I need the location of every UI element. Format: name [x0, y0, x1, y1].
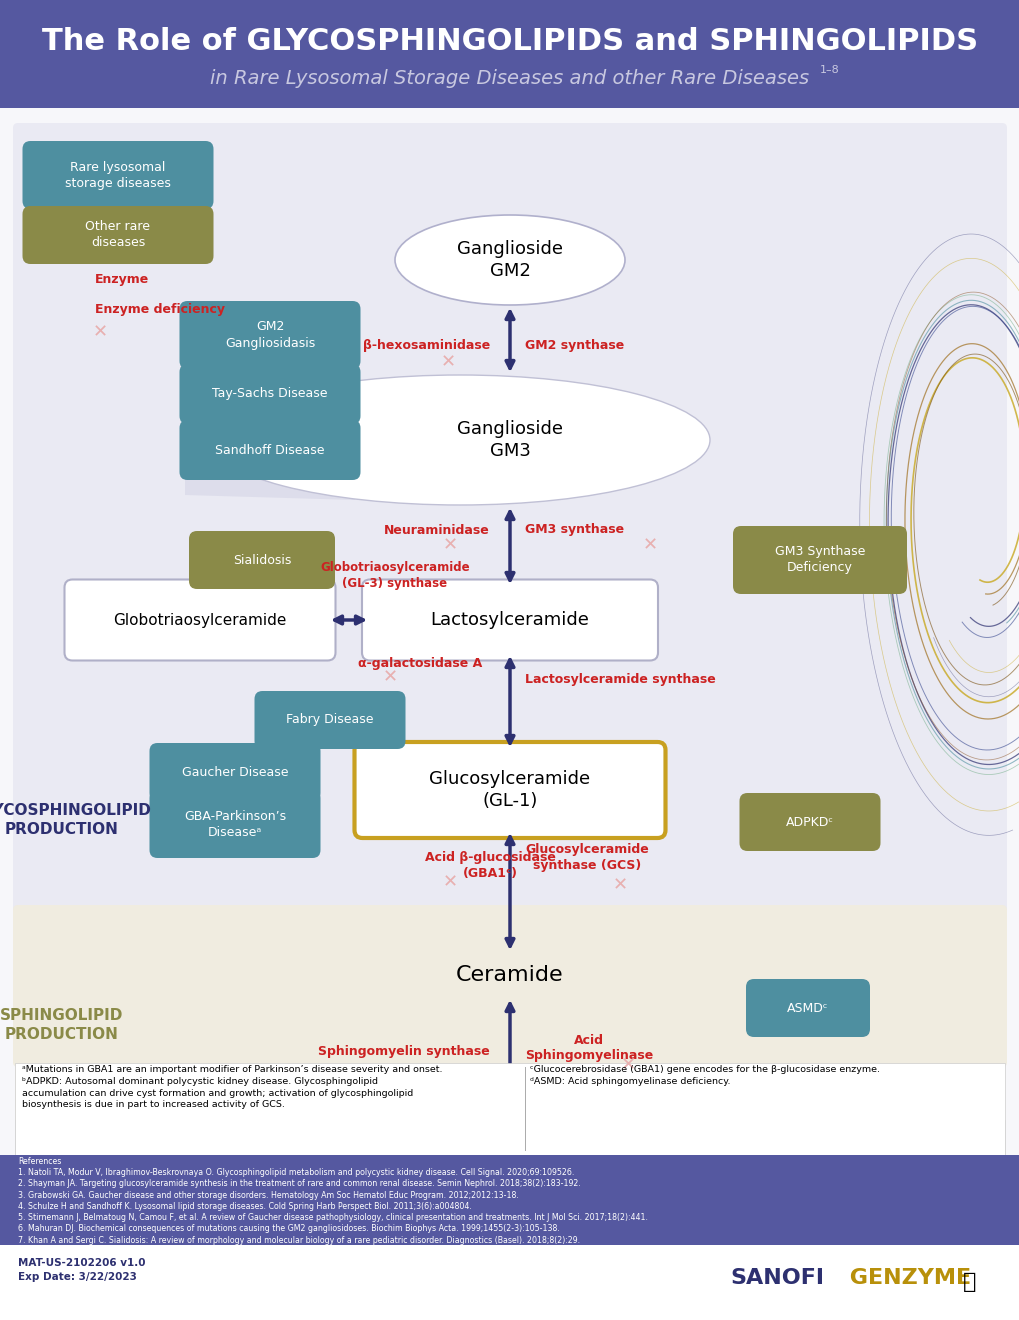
Text: 1–8: 1–8 [819, 65, 839, 75]
Text: SPHINGOLIPID
PRODUCTION: SPHINGOLIPID PRODUCTION [0, 1007, 123, 1043]
Polygon shape [184, 342, 355, 500]
FancyBboxPatch shape [22, 206, 213, 264]
FancyBboxPatch shape [362, 579, 657, 660]
Text: ᵃMutations in GBA1 are an important modifier of Parkinson’s disease severity and: ᵃMutations in GBA1 are an important modi… [22, 1127, 442, 1171]
Text: References
1. Natoli TA, Modur V, Ibraghimov-Beskrovnaya O. Glycosphingolipid me: References 1. Natoli TA, Modur V, Ibragh… [18, 1158, 647, 1255]
FancyBboxPatch shape [739, 793, 879, 851]
Bar [15, 1063, 1004, 1155]
Text: Sandhoff Disease: Sandhoff Disease [215, 444, 324, 457]
Text: GLYCOSPHINGOLIPID
PRODUCTION: GLYCOSPHINGOLIPID PRODUCTION [0, 803, 151, 837]
Text: Sialidosis: Sialidosis [232, 553, 290, 566]
FancyBboxPatch shape [150, 789, 320, 858]
Text: β-hexosaminidase: β-hexosaminidase [363, 338, 489, 351]
Text: Ceramide: Ceramide [455, 965, 564, 985]
Text: in Rare Lysosomal Storage Diseases and other Rare Diseases: in Rare Lysosomal Storage Diseases and o… [210, 69, 809, 87]
Text: GBA-Parkinson’s
Diseaseᵃ: GBA-Parkinson’s Diseaseᵃ [183, 809, 285, 838]
FancyBboxPatch shape [179, 364, 360, 424]
Text: Glucosylceramide
(GL-1): Glucosylceramide (GL-1) [429, 770, 590, 810]
Text: Acid
Sphingomyelinase: Acid Sphingomyelinase [525, 1034, 652, 1063]
Text: Gaucher Disease: Gaucher Disease [181, 766, 288, 779]
Bar [0, 1212, 1019, 1320]
Text: Rare lysosomal
storage diseases: Rare lysosomal storage diseases [65, 161, 171, 190]
FancyBboxPatch shape [745, 979, 869, 1038]
Bar [0, 0, 1019, 108]
Text: References
1. Natoli TA, Modur V, Ibraghimov-Beskrovnaya O. Glycosphingolipid me: References 1. Natoli TA, Modur V, Ibragh… [18, 1217, 660, 1317]
FancyBboxPatch shape [150, 743, 320, 801]
Text: ᶜGlucocerebrosidase (GBA1) gene encodes for the β-glucosidase enzyme.
ᵈASMD: Aci: ᶜGlucocerebrosidase (GBA1) gene encodes … [530, 1127, 879, 1148]
Text: GM3 Synthase
Deficiency: GM3 Synthase Deficiency [774, 545, 864, 574]
Text: ✕: ✕ [440, 352, 455, 371]
Text: ᵃMutations in GBA1 are an important modifier of Parkinson’s disease severity and: ᵃMutations in GBA1 are an important modi… [22, 1065, 442, 1109]
Text: Ganglioside
GM3: Ganglioside GM3 [457, 420, 562, 461]
FancyBboxPatch shape [733, 525, 906, 594]
Text: Glucosylceramide
synthase (GCS): Glucosylceramide synthase (GCS) [525, 843, 648, 873]
FancyBboxPatch shape [255, 690, 406, 748]
Text: Lactosylceramide: Lactosylceramide [430, 611, 589, 630]
FancyBboxPatch shape [179, 301, 360, 370]
Text: ᶜGlucocerebrosidase (GBA1) gene encodes for the β-glucosidase enzyme.
ᵈASMD: Aci: ᶜGlucocerebrosidase (GBA1) gene encodes … [530, 1065, 879, 1086]
FancyBboxPatch shape [13, 906, 1006, 1067]
Text: GM2 synthase: GM2 synthase [525, 338, 624, 351]
Text: ✕: ✕ [611, 876, 627, 894]
Ellipse shape [210, 375, 709, 506]
Text: Sphingomyelin: Sphingomyelin [427, 1162, 592, 1181]
Text: Globotriaosylceramide: Globotriaosylceramide [113, 612, 286, 627]
Text: ASMDᶜ: ASMDᶜ [787, 1002, 828, 1015]
Text: Other rare
diseases: Other rare diseases [86, 220, 151, 249]
Bar [0, 1245, 1019, 1320]
FancyBboxPatch shape [15, 925, 1004, 1125]
Text: Enzyme deficiency: Enzyme deficiency [95, 304, 225, 317]
Text: Enzyme: Enzyme [95, 273, 149, 286]
Text: Sphingomyelin synthase: Sphingomyelin synthase [318, 1045, 489, 1059]
Text: ✕: ✕ [93, 323, 107, 341]
FancyBboxPatch shape [15, 123, 1004, 935]
FancyBboxPatch shape [355, 742, 664, 838]
Text: Acid β-glucosidase
(GBA1ᶜ): Acid β-glucosidase (GBA1ᶜ) [424, 850, 555, 879]
Text: 🌿: 🌿 [962, 1272, 976, 1292]
Text: ✕: ✕ [620, 1056, 635, 1074]
Text: GENZYME: GENZYME [841, 1269, 970, 1288]
Text: Neuraminidase: Neuraminidase [384, 524, 489, 536]
Text: α-galactosidase A: α-galactosidase A [358, 656, 482, 669]
Text: Lactosylceramide synthase: Lactosylceramide synthase [525, 673, 715, 686]
FancyBboxPatch shape [189, 531, 334, 589]
Text: ADPKDᶜ: ADPKDᶜ [786, 816, 834, 829]
Text: ✕: ✕ [442, 536, 458, 554]
Text: Ganglioside
GM2: Ganglioside GM2 [457, 240, 562, 280]
Text: GM2
Gangliosidasis: GM2 Gangliosidasis [224, 321, 315, 350]
Bar [0, 1155, 1019, 1245]
Text: Globotriaosylceramide
(GL-3) synthase: Globotriaosylceramide (GL-3) synthase [320, 561, 470, 590]
Text: GM3 synthase: GM3 synthase [525, 524, 624, 536]
Text: ✕: ✕ [642, 536, 657, 554]
FancyBboxPatch shape [179, 420, 360, 480]
Ellipse shape [394, 215, 625, 305]
Text: The Role of GLYCOSPHINGOLIPIDS and SPHINGOLIPIDS: The Role of GLYCOSPHINGOLIPIDS and SPHIN… [42, 28, 977, 57]
Text: MAT-US-2102206 v1.0
Exp Date: 3/22/2023: MAT-US-2102206 v1.0 Exp Date: 3/22/2023 [18, 1258, 146, 1282]
Text: ✕: ✕ [382, 668, 397, 686]
Text: Fabry Disease: Fabry Disease [286, 714, 373, 726]
FancyBboxPatch shape [64, 579, 335, 660]
Bar [15, 1119, 1004, 1210]
Text: SANOFI: SANOFI [730, 1269, 823, 1288]
FancyBboxPatch shape [22, 141, 213, 209]
FancyBboxPatch shape [13, 123, 1006, 915]
Text: ✕: ✕ [442, 873, 458, 891]
Text: Tay-Sachs Disease: Tay-Sachs Disease [212, 388, 327, 400]
